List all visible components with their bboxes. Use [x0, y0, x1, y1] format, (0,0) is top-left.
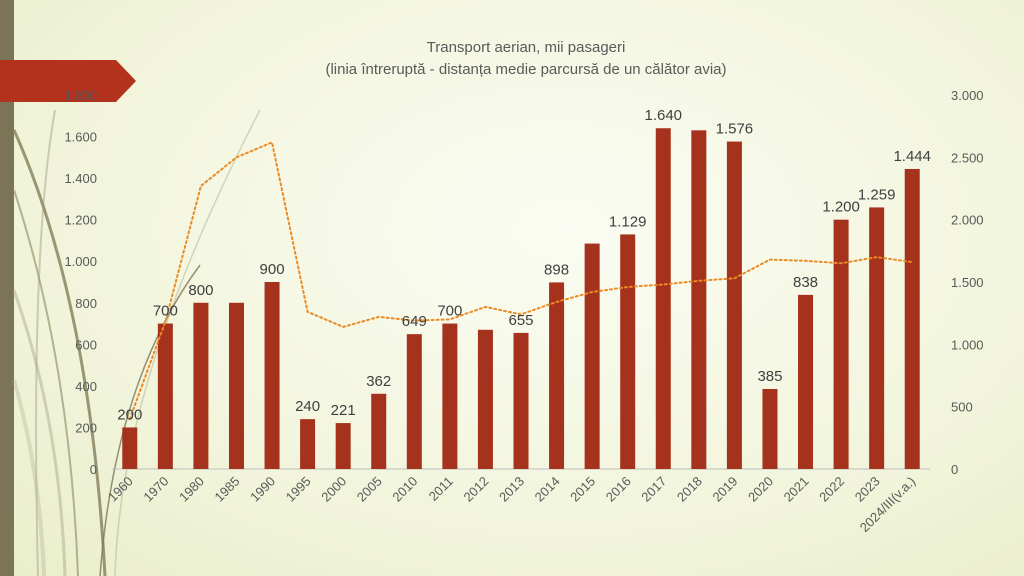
line-series [128, 141, 914, 421]
bar [549, 282, 565, 469]
data-label: 200 [117, 406, 142, 423]
decorative-curves [12, 109, 261, 576]
data-labels: 200 700 800 900 240 221 362 649 700 655 898 1.129 1.… [117, 107, 931, 423]
x-tick-label: 2011 [426, 474, 456, 504]
bar [228, 302, 244, 469]
y-left-tick-label: 400 [75, 379, 97, 394]
y-right-tick-label: 2.000 [951, 213, 984, 228]
bar [406, 334, 422, 469]
x-tick-label: 2017 [638, 474, 669, 505]
x-tick-label: 2012 [460, 474, 491, 505]
bar [726, 141, 742, 469]
x-tick-label: 2013 [496, 474, 527, 505]
x-tick-label: 2015 [567, 474, 598, 505]
bar [477, 329, 493, 469]
x-tick-label: 2023 [852, 474, 883, 505]
y-left-tick-label: 1.600 [64, 130, 97, 145]
x-tick-label: 1960 [105, 474, 136, 505]
x-tick-label: 2022 [816, 474, 847, 505]
y-right-tick-label: 0 [951, 462, 958, 477]
bar [371, 393, 387, 469]
data-label: 1.200 [822, 199, 860, 216]
x-tick-label: 1995 [283, 474, 314, 505]
x-tick-label: 2021 [781, 474, 812, 505]
bar-series [122, 128, 920, 470]
y-right-tick-label: 1.000 [951, 337, 984, 352]
series-line [128, 141, 914, 421]
y-left-tick-label: 600 [75, 337, 97, 352]
x-tick-label: 1970 [140, 474, 171, 505]
x-tick-label: 2005 [354, 474, 385, 505]
bar [157, 323, 173, 469]
x-tick-label: 1980 [176, 474, 207, 505]
x-tick-label: 1985 [212, 474, 243, 505]
data-label: 1.259 [858, 186, 896, 203]
data-label: 700 [153, 303, 178, 320]
y-right-tick-label: 2.500 [951, 150, 984, 165]
bar [798, 294, 814, 469]
chart-title: Transport aerian, mii pasageri [427, 39, 626, 56]
x-tick-label: 2018 [674, 474, 705, 505]
chart-subtitle: (linia întreruptă - distanța medie parcu… [325, 61, 726, 78]
y-left-tick-label: 0 [90, 462, 97, 477]
decorative-left-bar [0, 0, 14, 576]
data-label: 800 [188, 282, 213, 299]
data-label: 221 [331, 402, 356, 419]
data-label: 700 [437, 303, 462, 320]
y-left-tick-label: 200 [75, 420, 97, 435]
bar [122, 427, 138, 469]
title-banner-arrow [0, 60, 136, 102]
bar [620, 234, 636, 469]
bar [869, 207, 885, 469]
x-tick-label: 2019 [709, 474, 740, 505]
data-label: 385 [757, 368, 782, 385]
data-label: 898 [544, 261, 569, 278]
bar [442, 323, 458, 469]
data-label: 649 [402, 313, 427, 330]
bar [513, 332, 529, 469]
bar [335, 423, 351, 469]
data-label: 1.129 [609, 213, 647, 230]
y-right-tick-label: 500 [951, 400, 973, 415]
data-label: 240 [295, 398, 320, 415]
x-tick-label: 2016 [603, 474, 634, 505]
bar [833, 219, 849, 469]
y-axis-right: 0 500 1.000 1.500 2.000 2.500 3.000 [951, 88, 984, 477]
data-label: 1.576 [716, 121, 754, 138]
y-left-tick-label: 800 [75, 296, 97, 311]
bar [904, 168, 920, 470]
x-tick-label: 2000 [318, 474, 349, 505]
y-left-tick-label: 1.000 [64, 254, 97, 269]
y-right-tick-label: 1.500 [951, 275, 984, 290]
data-label: 1.640 [644, 107, 682, 124]
x-axis: 1960 1970 1980 1985 1990 1995 2000 2005 2010 2011… [105, 474, 918, 536]
bar [300, 419, 316, 469]
y-right-tick-label: 3.000 [951, 88, 984, 103]
bar [584, 243, 600, 469]
bar [691, 130, 707, 470]
bar [762, 389, 778, 469]
data-label: 655 [508, 312, 533, 329]
x-tick-label: 1990 [247, 474, 278, 505]
data-label: 1.444 [893, 148, 931, 165]
bar [655, 128, 671, 469]
data-label: 900 [260, 261, 285, 278]
x-tick-label: 2014 [532, 474, 563, 505]
y-left-tick-label: 1.800 [64, 88, 97, 103]
x-tick-label: 2010 [389, 474, 420, 505]
y-left-tick-label: 1.400 [64, 171, 97, 186]
bar [264, 282, 280, 469]
y-left-tick-label: 1.200 [64, 213, 97, 228]
x-tick-label: 2020 [745, 474, 776, 505]
y-axis-left: 0 200 400 600 800 1.000 1.200 1.400 1.600 1.800 [64, 88, 97, 477]
data-label: 362 [366, 373, 391, 390]
bar [193, 302, 209, 469]
data-label: 838 [793, 274, 818, 291]
